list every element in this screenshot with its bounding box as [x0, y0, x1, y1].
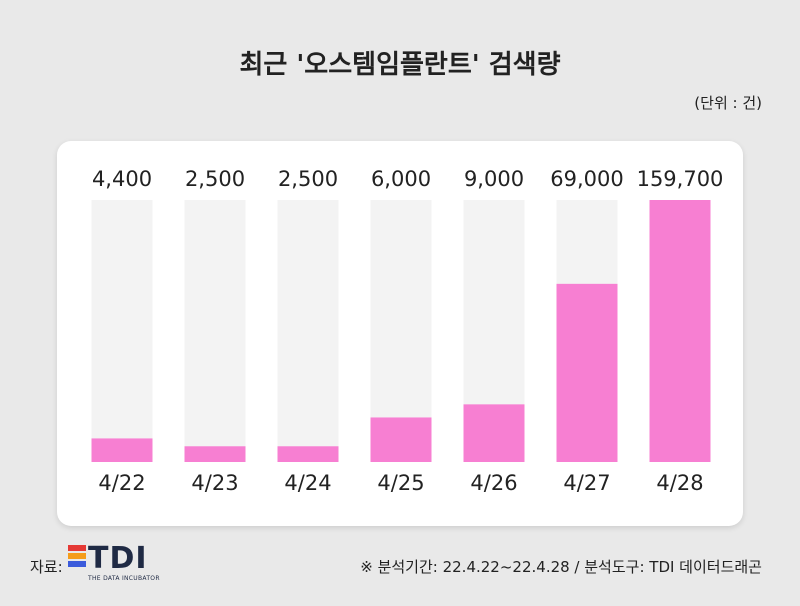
chart-card: 4,400 4/22 2,500 4/23 2,500 4/24 6,000 4/25 9,00…	[57, 141, 743, 526]
x-tick-label: 4/24	[284, 471, 331, 495]
data-label: 2,500	[278, 167, 338, 191]
data-label: 9,000	[464, 167, 524, 191]
chart-title: 최근 '오스템임플란트' 검색량	[239, 50, 561, 80]
logo-bars-icon	[68, 545, 86, 575]
x-tick-label: 4/22	[98, 471, 145, 495]
x-tick-label: 4/26	[470, 471, 517, 495]
data-label: 159,700	[637, 167, 724, 191]
bar-track	[277, 200, 339, 462]
analysis-footnote: ※ 분석기간: 22.4.22~22.4.28 / 분석도구: TDI 데이터드…	[360, 558, 762, 576]
x-tick-label: 4/27	[563, 471, 610, 495]
bar-4-24	[277, 446, 339, 462]
x-tick-label: 4/23	[191, 471, 238, 495]
source-label: 자료:	[30, 558, 63, 576]
bar-4-23	[184, 446, 246, 462]
bar-4-27	[556, 283, 618, 462]
data-label: 6,000	[371, 167, 431, 191]
data-label: 4,400	[92, 167, 152, 191]
data-label: 2,500	[185, 167, 245, 191]
tdi-logo: TDI THE DATA INCUBATOR	[68, 541, 164, 585]
x-tick-label: 4/25	[377, 471, 424, 495]
bar-4-22	[91, 438, 153, 462]
unit-note: (단위 : 건)	[694, 94, 762, 112]
logo-subtitle: THE DATA INCUBATOR	[88, 575, 160, 582]
bar-track	[184, 200, 246, 462]
x-tick-label: 4/28	[656, 471, 703, 495]
logo-text: TDI	[88, 541, 148, 576]
bar-chart: 4,400 4/22 2,500 4/23 2,500 4/24 6,000 4/25 9,00…	[91, 167, 724, 495]
bar-track	[91, 200, 153, 462]
bar-4-25	[370, 417, 432, 462]
bar-4-28	[649, 200, 711, 462]
bar-4-26	[463, 404, 525, 462]
data-label: 69,000	[550, 167, 623, 191]
